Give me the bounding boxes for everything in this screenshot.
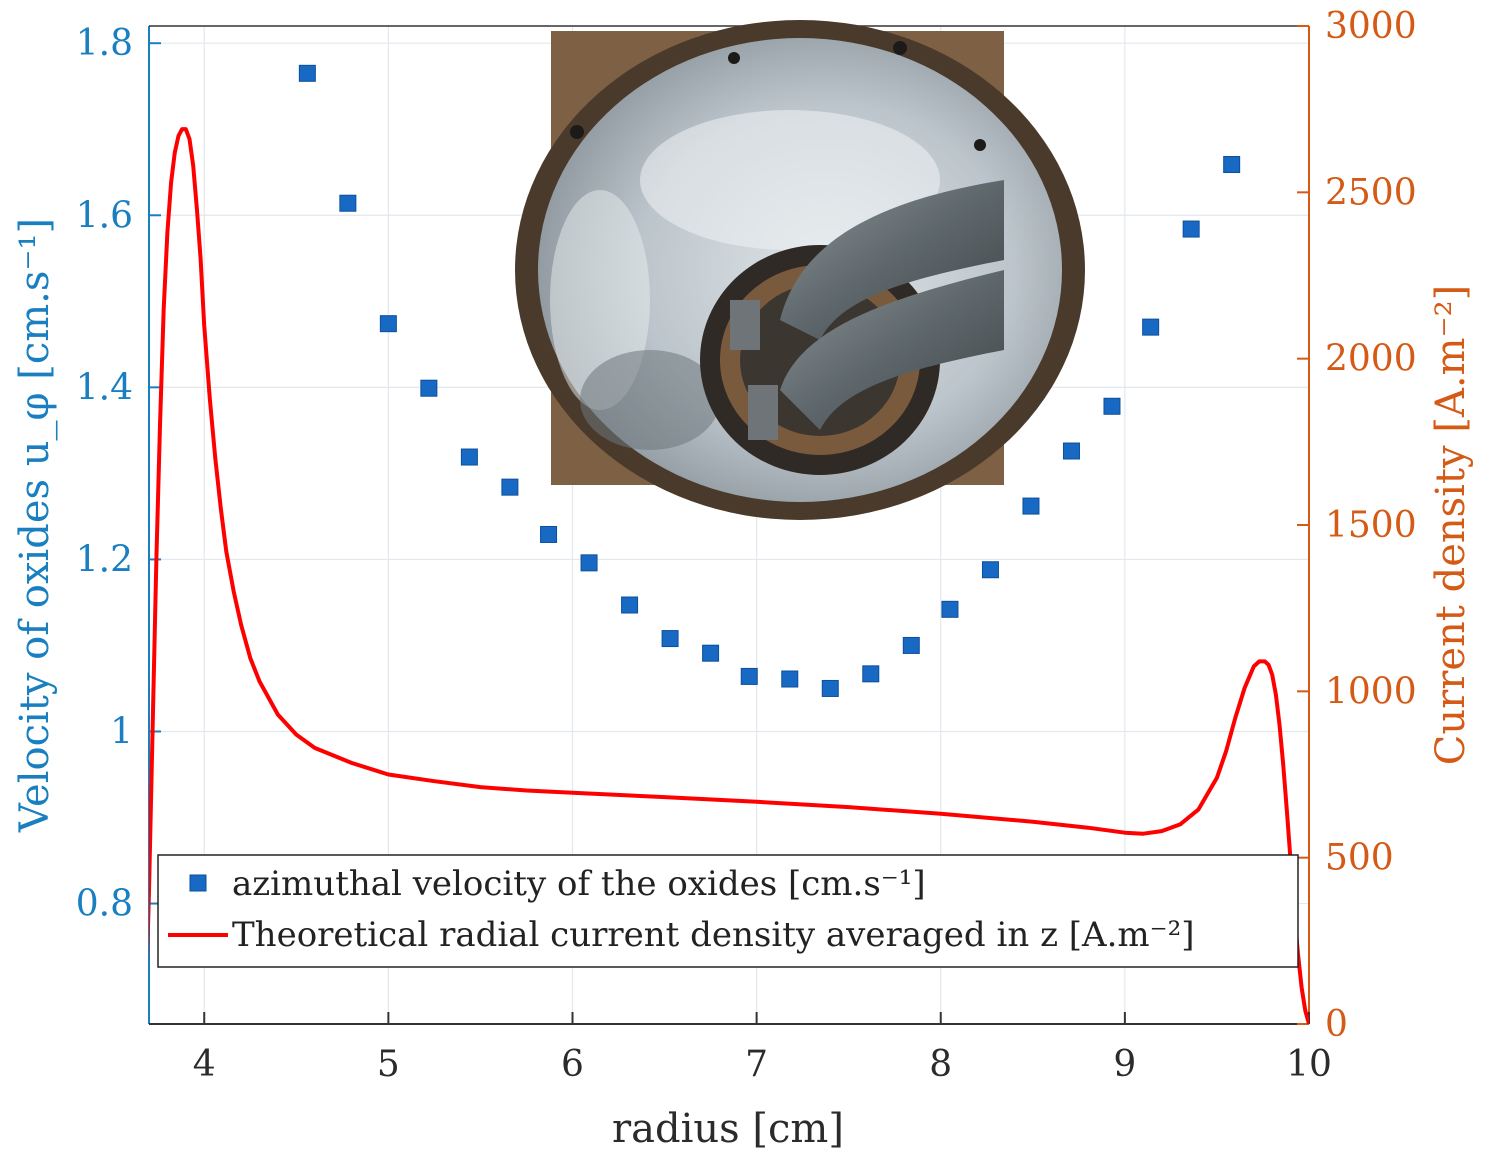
legend-box [157, 854, 1299, 968]
y-right-tick-label: 1000 [1325, 671, 1417, 712]
velocity-point [339, 194, 357, 212]
inset-photo [515, 20, 1085, 520]
velocity-point [702, 644, 720, 662]
y-left-tick-label: 1.8 [76, 23, 133, 64]
y-left-tick-label: 1.4 [76, 367, 133, 408]
y-right-tick-label: 2500 [1325, 172, 1417, 213]
y-right-tick-label: 2000 [1325, 339, 1417, 380]
velocity-point [1062, 442, 1080, 460]
x-tick-label: 4 [193, 1044, 216, 1085]
velocity-markers [298, 64, 1241, 697]
y-right-tick-label: 0 [1325, 1004, 1348, 1045]
axis-ticks: 4 5 6 7 8 9 10 0.8 1 1.2 1.4 1.6 1.8 0 500 1000 1500 2000… [76, 6, 1417, 1085]
legend-label-velocity: azimuthal velocity of the oxides [cm.s⁻¹… [232, 864, 926, 904]
velocity-point [540, 525, 558, 543]
x-axis-label: radius [cm] [612, 1106, 844, 1152]
x-tick-label: 10 [1286, 1044, 1332, 1085]
velocity-point [298, 64, 316, 82]
y-left-tick-label: 0.8 [76, 884, 133, 925]
y-right-tick-label: 3000 [1325, 6, 1417, 47]
y-left-tick-label: 1 [110, 711, 133, 752]
velocity-point [661, 630, 679, 648]
x-tick-label: 5 [377, 1044, 400, 1085]
velocity-point [379, 315, 397, 333]
velocity-point [580, 554, 598, 572]
velocity-point [821, 679, 839, 697]
y-left-tick-label: 1.6 [76, 195, 133, 236]
x-tick-label: 8 [929, 1044, 952, 1085]
velocity-point [1142, 318, 1160, 336]
velocity-point [902, 636, 920, 654]
x-tick-label: 6 [561, 1044, 584, 1085]
x-tick-label: 7 [745, 1044, 768, 1085]
velocity-point [941, 600, 959, 618]
velocity-point [1223, 156, 1241, 174]
velocity-point [501, 478, 519, 496]
velocity-point [862, 665, 880, 683]
velocity-point [981, 561, 999, 579]
velocity-point [1182, 220, 1200, 238]
velocity-point [781, 670, 799, 688]
velocity-point [1022, 497, 1040, 515]
velocity-point [420, 379, 438, 397]
legend-marker-velocity [189, 874, 207, 892]
y-right-tick-label: 1500 [1325, 505, 1417, 546]
y-axis-right-label: Current density [A.m⁻²] [1428, 285, 1474, 765]
y-left-tick-label: 1.2 [76, 539, 133, 580]
current-density-line [149, 127, 1309, 1024]
velocity-point [740, 667, 758, 685]
velocity-point [460, 448, 478, 466]
legend-label-current: Theoretical radial current density avera… [232, 915, 1195, 955]
legend: azimuthal velocity of the oxides [cm.s⁻¹… [157, 854, 1299, 968]
y-right-tick-label: 500 [1325, 838, 1394, 879]
y-axis-left-label: Velocity of oxides u_φ [cm.s⁻¹] [12, 218, 58, 833]
velocity-point [621, 596, 639, 614]
x-tick-label: 9 [1113, 1044, 1136, 1085]
velocity-point [1103, 397, 1121, 415]
